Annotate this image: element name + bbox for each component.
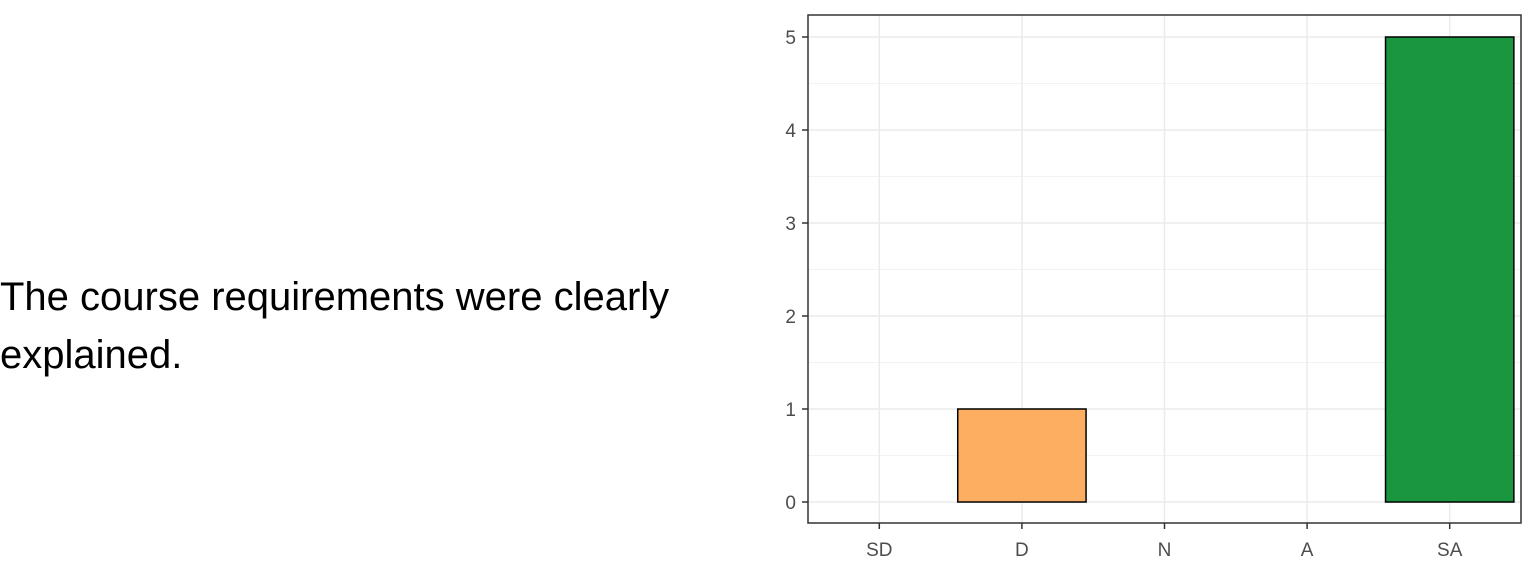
x-tick-label: A [1301, 540, 1314, 561]
y-tick-label: 0 [785, 493, 796, 514]
x-tick-label: SA [1437, 540, 1463, 561]
bars [956, 36, 1515, 503]
question-statement: The course requirements were clearly exp… [0, 275, 670, 377]
y-tick-label: 2 [785, 307, 796, 328]
axes: 0 1 2 3 4 5 SD D N A SA [785, 28, 1462, 561]
bar-sa [1384, 36, 1515, 503]
x-tick-label: SD [866, 540, 892, 561]
y-tick-label: 3 [785, 214, 796, 235]
x-tick-label: N [1158, 540, 1172, 561]
y-tick-label: 1 [785, 400, 796, 421]
y-tick-label: 5 [785, 28, 796, 49]
bar-d [956, 408, 1087, 503]
y-tick-label: 4 [785, 121, 796, 142]
x-tick-label: D [1015, 540, 1029, 561]
